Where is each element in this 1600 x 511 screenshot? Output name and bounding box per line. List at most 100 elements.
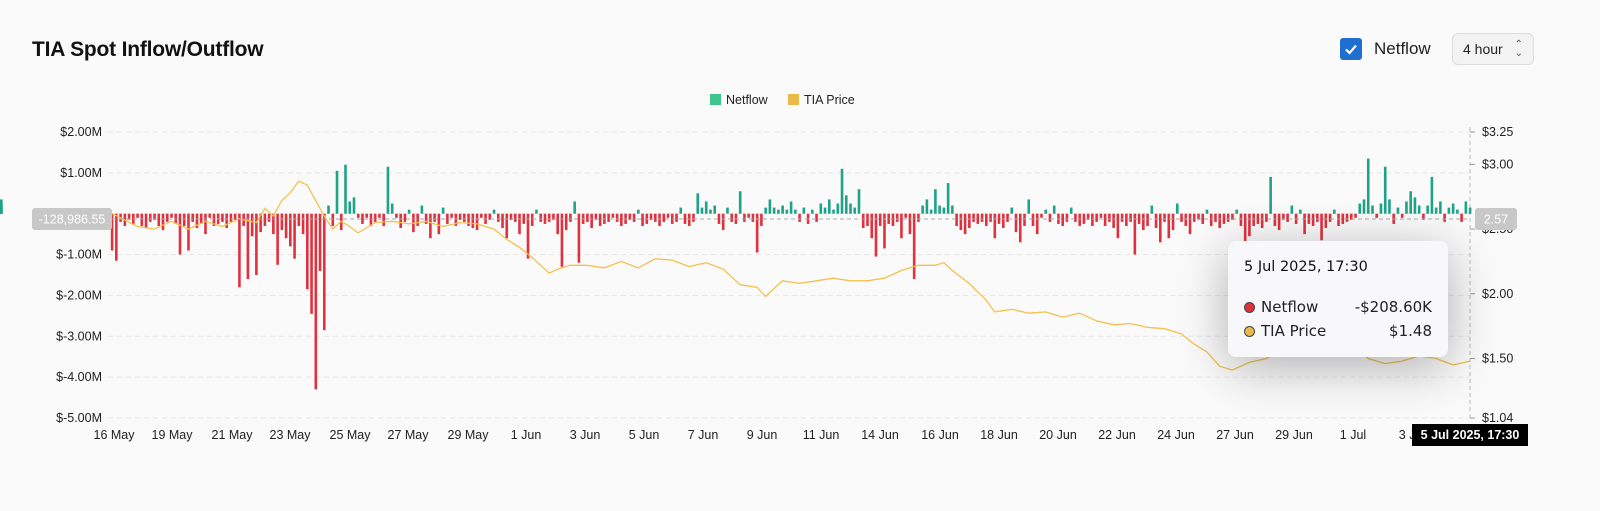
netflow-bar — [942, 207, 946, 214]
netflow-bar — [522, 213, 526, 224]
netflow-bar — [649, 213, 653, 220]
netflow-bar — [399, 213, 402, 229]
netflow-bar — [361, 213, 364, 224]
netflow-bar — [781, 205, 784, 214]
netflow-bar — [878, 213, 882, 226]
netflow-bar — [1239, 213, 1243, 226]
netflow-bar — [921, 205, 924, 214]
x-tick-label: 24 Jun — [1157, 428, 1195, 442]
netflow-bar — [934, 189, 937, 214]
netflow-bar — [369, 213, 373, 226]
netflow-bar — [985, 213, 988, 226]
netflow-bar — [1040, 213, 1043, 218]
netflow-bar — [772, 207, 776, 214]
legend-label[interactable]: Netflow — [726, 93, 769, 107]
netflow-bar — [908, 213, 912, 235]
netflow-bar — [1358, 203, 1362, 214]
netflow-bar — [1328, 213, 1332, 222]
netflow-bar — [844, 195, 848, 214]
netflow-bar — [721, 213, 725, 231]
netflow-bar — [1277, 213, 1281, 231]
y-left-tick: $2.00M — [60, 125, 102, 139]
netflow-bar — [1226, 213, 1230, 222]
netflow-bar — [229, 213, 233, 222]
netflow-bar — [225, 213, 228, 229]
netflow-bar — [437, 213, 441, 235]
netflow-bar — [662, 213, 666, 222]
netflow-bar — [1375, 213, 1379, 218]
price-dot-icon — [1244, 325, 1255, 337]
netflow-bar — [1443, 213, 1446, 222]
netflow-bar — [611, 213, 615, 218]
netflow-bar — [356, 213, 360, 218]
netflow-bar — [208, 213, 212, 218]
netflow-bar — [199, 213, 203, 224]
netflow-bar — [1456, 209, 1459, 214]
netflow-bar — [1150, 205, 1154, 214]
netflow-bar — [849, 203, 852, 214]
netflow-bar — [467, 213, 470, 226]
netflow-bar — [683, 213, 687, 224]
netflow-bar — [1468, 207, 1472, 214]
netflow-bar — [666, 213, 670, 218]
netflow-bar — [1218, 213, 1222, 229]
netflow-toggle[interactable]: Netflow — [1340, 38, 1431, 60]
netflow-bar — [717, 213, 721, 224]
netflow-bar — [764, 207, 767, 214]
netflow-bar — [620, 213, 623, 226]
netflow-bar — [1265, 213, 1268, 222]
netflow-bar — [492, 209, 496, 214]
crosshair-left-value: -128,986.55 — [39, 212, 106, 226]
chevron-updown-icon: ⌃ ⌄ — [1514, 39, 1523, 59]
netflow-bar — [866, 213, 869, 226]
netflow-bar — [1362, 199, 1366, 214]
netflow-bar — [165, 213, 169, 222]
y-right-tick: $1.50 — [1482, 351, 1513, 365]
chart-title: TIA Spot Inflow/Outflow — [32, 38, 264, 61]
legend-label[interactable]: TIA Price — [804, 93, 855, 107]
netflow-bar — [594, 213, 598, 220]
netflow-bar — [1023, 213, 1026, 226]
netflow-bar — [1426, 205, 1429, 214]
netflow-bar — [1027, 199, 1031, 214]
netflow-bar — [1333, 209, 1336, 214]
netflow-bar — [811, 209, 814, 214]
netflow-bar — [395, 213, 398, 218]
netflow-bar — [747, 213, 750, 218]
netflow-bar — [1273, 213, 1277, 226]
legend-swatch — [788, 94, 799, 105]
netflow-bar — [552, 213, 555, 220]
netflow-bar — [526, 213, 530, 259]
netflow-bar — [938, 205, 941, 214]
netflow-bar — [1316, 213, 1319, 222]
netflow-bar — [637, 209, 640, 214]
netflow-bar — [446, 213, 449, 224]
netflow-bar — [1146, 213, 1149, 226]
netflow-bar — [1341, 213, 1345, 224]
netflow-bar — [110, 213, 114, 251]
netflow-bar — [403, 213, 407, 222]
netflow-bar — [632, 213, 636, 222]
netflow-bar — [874, 213, 878, 257]
netflow-bar — [1290, 205, 1294, 214]
netflow-bar — [1396, 207, 1400, 214]
y-left-tick: $-4.00M — [56, 370, 102, 384]
netflow-bar — [1320, 213, 1323, 241]
netflow-bar — [136, 213, 139, 218]
netflow-bar — [815, 213, 818, 222]
x-tick-label: 22 Jun — [1098, 428, 1136, 442]
netflow-bar — [577, 213, 581, 263]
netflow-bar — [1260, 213, 1264, 229]
netflow-bar — [1434, 207, 1438, 214]
netflow-bar — [917, 213, 920, 222]
netflow-bar — [607, 213, 610, 222]
netflow-bar — [1243, 213, 1247, 259]
netflow-bar — [246, 213, 250, 280]
netflow-bar — [755, 213, 759, 253]
interval-select[interactable]: 4 hour ⌃ ⌄ — [1452, 33, 1534, 65]
netflow-bar — [1460, 213, 1463, 222]
netflow-bar — [382, 213, 385, 226]
checkbox-checked-icon[interactable] — [1340, 38, 1362, 60]
netflow-bar — [1422, 213, 1425, 220]
